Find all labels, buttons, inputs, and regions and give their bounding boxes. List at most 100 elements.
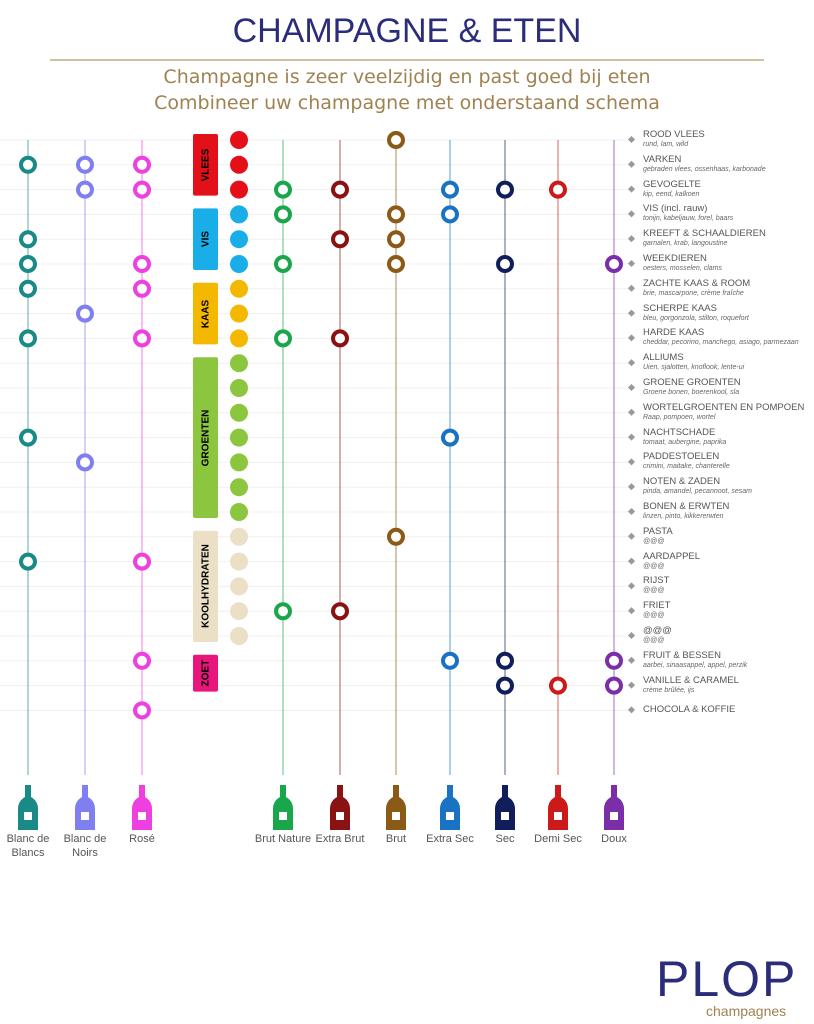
bullet	[627, 235, 636, 243]
food-icon	[230, 329, 248, 348]
bullet	[627, 532, 636, 540]
bottle-label	[279, 812, 287, 820]
food-name: ALLIUMS	[643, 352, 684, 364]
bullet	[627, 408, 636, 416]
bottle	[548, 785, 568, 830]
food-desc: brie, mascarpone, crème fraîche	[643, 289, 744, 297]
group-box	[193, 282, 218, 345]
match-circle	[605, 651, 623, 670]
match-circle	[496, 676, 514, 695]
food-desc: tonijn, kabeljauw, forel, baars	[643, 215, 734, 223]
match-circle	[274, 329, 292, 348]
group-box	[193, 208, 218, 270]
bottle-label	[554, 812, 562, 820]
food-name: @@@	[643, 625, 672, 636]
food-name: ROOD VLEES	[643, 129, 705, 140]
match-circle	[387, 230, 405, 249]
title: CHAMPAGNE & ETEN	[232, 12, 582, 50]
food-icon	[230, 503, 248, 521]
food-desc: oesters, mosselen, clams	[643, 265, 722, 272]
food-icon	[230, 304, 248, 323]
food-name: NOTEN & ZADEN	[643, 476, 721, 488]
match-circle	[496, 180, 514, 199]
food-desc: tomaat, aubergine, paprika	[643, 438, 727, 446]
food-icon	[230, 403, 248, 422]
food-desc: @@@	[643, 562, 665, 570]
wine-name: Blanc de Noirs	[63, 833, 107, 859]
match-circle	[19, 279, 37, 298]
food-icon	[230, 527, 248, 546]
match-circle	[274, 602, 292, 621]
bottle	[386, 785, 406, 830]
food-icon	[230, 354, 248, 373]
food-desc: @@@	[643, 637, 665, 644]
bullet	[627, 507, 636, 516]
food-name: BONEN & ERWTEN	[643, 501, 730, 512]
bullet	[627, 706, 636, 714]
bottle	[132, 785, 152, 830]
match-circle	[441, 651, 459, 670]
food-desc: Uien, sjalotten, knoflook, lente-ui	[643, 364, 745, 372]
match-circle	[19, 255, 37, 273]
food-desc: crème brûlée, ijs	[643, 686, 695, 694]
wine-name: Brut	[385, 833, 407, 845]
group-label: VLEES	[200, 148, 211, 182]
match-circle	[19, 552, 37, 571]
food-icon	[230, 627, 248, 645]
food-desc: gebraden vlees, ossenhaas, karbonade	[643, 165, 766, 173]
match-circle	[76, 155, 94, 174]
bottle-label	[610, 812, 618, 820]
bottle-label	[24, 812, 32, 820]
bullet	[627, 210, 636, 218]
food-icon	[230, 428, 248, 447]
subtitle: Champagne is zeer veelzijdig en past goe…	[163, 66, 651, 88]
food-icon	[230, 205, 248, 224]
food-icon	[230, 478, 248, 497]
match-circle	[133, 701, 151, 720]
match-circle	[133, 651, 151, 670]
match-circle	[133, 255, 151, 273]
bottle	[75, 785, 95, 830]
bullet	[627, 309, 636, 317]
group-label: VIS	[200, 231, 211, 248]
match-circle	[19, 155, 37, 174]
food-name: RIJST	[643, 575, 670, 587]
match-circle	[387, 255, 405, 273]
match-circle	[496, 255, 514, 273]
bullet	[627, 284, 636, 292]
bullet	[627, 458, 636, 466]
food-name: VANILLE & CARAMEL	[643, 674, 739, 686]
wine-name: Sec	[495, 833, 515, 845]
bottle-label	[392, 812, 400, 820]
bullet	[627, 383, 636, 392]
match-circle	[441, 428, 459, 447]
food-icon	[230, 230, 248, 249]
match-circle	[76, 180, 94, 199]
match-circle	[19, 230, 37, 249]
food-desc: @@@	[643, 537, 665, 545]
match-circle	[133, 279, 151, 298]
logo-brand: PLOP	[656, 951, 798, 1007]
bottle-label	[446, 812, 454, 820]
wine-name: Blanc de Blancs	[6, 833, 50, 859]
match-circle	[496, 651, 514, 670]
food-name: PASTA	[643, 525, 673, 537]
food-icon	[230, 279, 248, 298]
food-desc: @@@	[643, 612, 665, 620]
food-name: GROENE GROENTEN	[643, 377, 741, 388]
bullet	[627, 557, 636, 565]
food-name: GEVOGELTE	[643, 178, 701, 190]
food-icon	[230, 602, 248, 621]
match-circle	[331, 329, 349, 348]
bullet	[627, 259, 636, 268]
bullet	[627, 160, 636, 168]
food-name: FRIET	[643, 600, 671, 612]
bottle	[604, 785, 624, 830]
match-circle	[19, 428, 37, 447]
subtitle: Combineer uw champagne met onderstaand s…	[154, 92, 660, 114]
food-name: KREEFT & SCHAALDIEREN	[643, 228, 766, 240]
match-circle	[441, 180, 459, 199]
bottle-label	[138, 812, 146, 820]
bullet	[627, 656, 636, 664]
